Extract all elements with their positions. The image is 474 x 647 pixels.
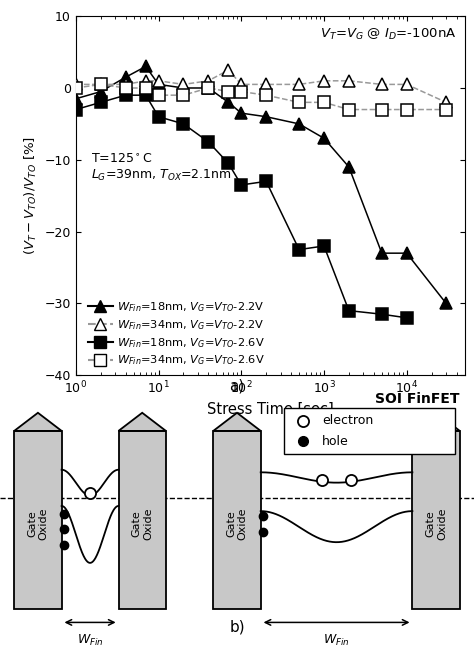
Text: Gate
Oxide: Gate Oxide (131, 508, 153, 540)
Text: SOI FinFET: SOI FinFET (375, 392, 460, 406)
W_Fin=18nm, Vg=VTO-2.6V (321, 242, 327, 250)
W_Fin=34nm, Vg=VTO-2.6V (156, 91, 162, 99)
W_Fin=34nm, Vg=VTO-2.2V (379, 80, 384, 88)
W_Fin=18nm, Vg=VTO-2.2V (156, 80, 162, 88)
Text: b): b) (229, 619, 245, 634)
W_Fin=34nm, Vg=VTO-2.2V (321, 77, 327, 85)
W_Fin=34nm, Vg=VTO-2.2V (98, 80, 104, 88)
W_Fin=18nm, Vg=VTO-2.6V (296, 246, 302, 254)
Polygon shape (213, 413, 261, 431)
W_Fin=34nm, Vg=VTO-2.6V (346, 105, 352, 113)
W_Fin=18nm, Vg=VTO-2.6V (404, 314, 410, 322)
Text: Gate
Oxide: Gate Oxide (226, 508, 248, 540)
W_Fin=18nm, Vg=VTO-2.6V (73, 105, 79, 113)
W_Fin=34nm, Vg=VTO-2.2V (123, 80, 128, 88)
W_Fin=34nm, Vg=VTO-2.2V (346, 77, 352, 85)
W_Fin=18nm, Vg=VTO-2.2V (206, 84, 211, 92)
Text: T=125$^\circ$C
$L_G$=39nm, $T_{OX}$=2.1nm: T=125$^\circ$C $L_G$=39nm, $T_{OX}$=2.1n… (91, 153, 232, 183)
Polygon shape (412, 413, 460, 431)
Polygon shape (14, 413, 62, 431)
W_Fin=34nm, Vg=VTO-2.6V (181, 91, 186, 99)
W_Fin=18nm, Vg=VTO-2.2V (264, 113, 269, 120)
W_Fin=34nm, Vg=VTO-2.6V (238, 88, 244, 96)
W_Fin=18nm, Vg=VTO-2.2V (346, 163, 352, 171)
Text: $W_{Fin}$: $W_{Fin}$ (323, 633, 350, 647)
W_Fin=18nm, Vg=VTO-2.6V (346, 307, 352, 314)
W_Fin=18nm, Vg=VTO-2.6V (226, 160, 231, 168)
Line: W_Fin=18nm, Vg=VTO-2.2V: W_Fin=18nm, Vg=VTO-2.2V (70, 60, 452, 310)
W_Fin=34nm, Vg=VTO-2.2V (296, 80, 302, 88)
W_Fin=34nm, Vg=VTO-2.2V (226, 66, 231, 74)
W_Fin=18nm, Vg=VTO-2.6V (98, 98, 104, 106)
Text: Gate
Oxide: Gate Oxide (425, 508, 447, 540)
W_Fin=34nm, Vg=VTO-2.6V (443, 105, 449, 113)
Legend: $W_{Fin}$=18nm, $V_G$=$V_{TO}$-2.2V, $W_{Fin}$=34nm, $V_G$=$V_{TO}$-2.2V, $W_{Fi: $W_{Fin}$=18nm, $V_G$=$V_{TO}$-2.2V, $W_… (85, 298, 267, 369)
W_Fin=34nm, Vg=VTO-2.6V (143, 84, 148, 92)
W_Fin=18nm, Vg=VTO-2.2V (226, 98, 231, 106)
W_Fin=34nm, Vg=VTO-2.6V (404, 105, 410, 113)
W_Fin=34nm, Vg=VTO-2.6V (123, 84, 128, 92)
W_Fin=18nm, Vg=VTO-2.2V (238, 109, 244, 117)
W_Fin=34nm, Vg=VTO-2.2V (206, 77, 211, 85)
Line: W_Fin=34nm, Vg=VTO-2.6V: W_Fin=34nm, Vg=VTO-2.6V (70, 79, 452, 115)
W_Fin=18nm, Vg=VTO-2.2V (123, 73, 128, 81)
W_Fin=18nm, Vg=VTO-2.2V (73, 95, 79, 103)
W_Fin=18nm, Vg=VTO-2.6V (238, 181, 244, 189)
W_Fin=34nm, Vg=VTO-2.2V (238, 80, 244, 88)
W_Fin=18nm, Vg=VTO-2.2V (379, 249, 384, 257)
W_Fin=18nm, Vg=VTO-2.6V (156, 113, 162, 120)
W_Fin=34nm, Vg=VTO-2.6V (296, 98, 302, 106)
W_Fin=34nm, Vg=VTO-2.2V (264, 80, 269, 88)
W_Fin=18nm, Vg=VTO-2.6V (264, 177, 269, 185)
Text: a): a) (229, 378, 245, 393)
Line: W_Fin=34nm, Vg=VTO-2.2V: W_Fin=34nm, Vg=VTO-2.2V (70, 64, 452, 109)
Bar (412, 431, 460, 609)
Bar (14, 431, 62, 609)
W_Fin=34nm, Vg=VTO-2.2V (73, 80, 79, 88)
W_Fin=34nm, Vg=VTO-2.6V (73, 84, 79, 92)
W_Fin=34nm, Vg=VTO-2.2V (181, 80, 186, 88)
W_Fin=34nm, Vg=VTO-2.6V (206, 84, 211, 92)
Text: $V_T$=$V_G$ @ $I_D$=-100nA: $V_T$=$V_G$ @ $I_D$=-100nA (320, 27, 457, 42)
W_Fin=34nm, Vg=VTO-2.6V (98, 80, 104, 88)
W_Fin=34nm, Vg=VTO-2.6V (226, 88, 231, 96)
W_Fin=34nm, Vg=VTO-2.2V (156, 77, 162, 85)
W_Fin=18nm, Vg=VTO-2.6V (379, 311, 384, 318)
W_Fin=34nm, Vg=VTO-2.6V (264, 91, 269, 99)
W_Fin=18nm, Vg=VTO-2.2V (98, 88, 104, 96)
Line: W_Fin=18nm, Vg=VTO-2.6V: W_Fin=18nm, Vg=VTO-2.6V (70, 90, 412, 324)
W_Fin=18nm, Vg=VTO-2.2V (443, 300, 449, 307)
Polygon shape (118, 413, 166, 431)
W_Fin=34nm, Vg=VTO-2.2V (443, 98, 449, 106)
Y-axis label: $(V_T - V_{TO})/V_{TO}$ [%]: $(V_T - V_{TO})/V_{TO}$ [%] (23, 137, 39, 255)
X-axis label: Stress Time [sec]: Stress Time [sec] (207, 402, 334, 417)
Bar (213, 431, 261, 609)
Text: electron: electron (322, 414, 374, 427)
W_Fin=18nm, Vg=VTO-2.2V (143, 63, 148, 71)
Text: $W_{Fin}$: $W_{Fin}$ (77, 633, 103, 647)
Bar (284, 408, 455, 454)
Text: Gate
Oxide: Gate Oxide (27, 508, 49, 540)
W_Fin=18nm, Vg=VTO-2.6V (143, 91, 148, 99)
W_Fin=34nm, Vg=VTO-2.6V (379, 105, 384, 113)
W_Fin=18nm, Vg=VTO-2.6V (206, 138, 211, 146)
W_Fin=34nm, Vg=VTO-2.2V (143, 77, 148, 85)
W_Fin=18nm, Vg=VTO-2.6V (123, 91, 128, 99)
W_Fin=34nm, Vg=VTO-2.6V (321, 98, 327, 106)
W_Fin=18nm, Vg=VTO-2.2V (404, 249, 410, 257)
W_Fin=18nm, Vg=VTO-2.6V (181, 120, 186, 128)
W_Fin=18nm, Vg=VTO-2.2V (296, 120, 302, 128)
W_Fin=34nm, Vg=VTO-2.2V (404, 80, 410, 88)
W_Fin=18nm, Vg=VTO-2.2V (321, 135, 327, 142)
Bar (118, 431, 166, 609)
Text: hole: hole (322, 435, 349, 448)
W_Fin=18nm, Vg=VTO-2.2V (181, 84, 186, 92)
